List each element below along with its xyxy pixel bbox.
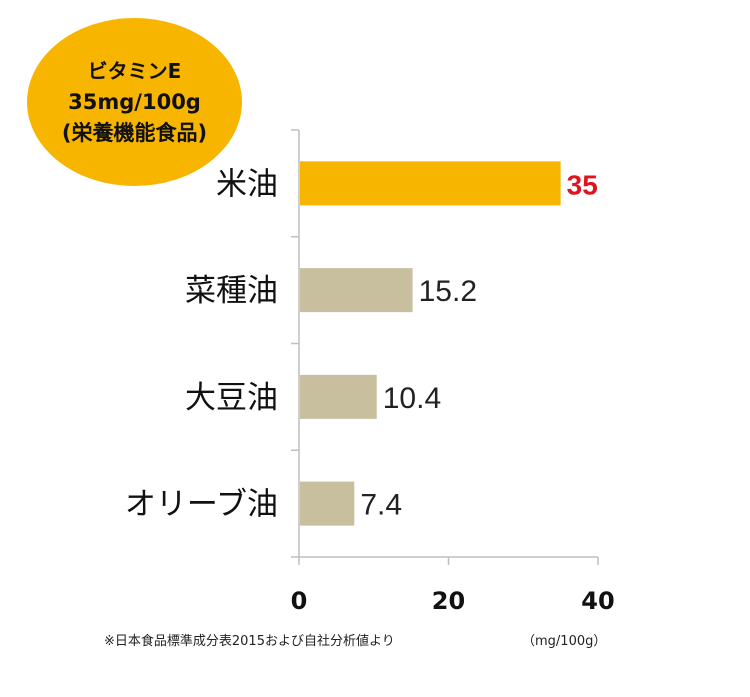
- category-label: 菜種油: [185, 273, 278, 309]
- bar: [300, 161, 561, 206]
- category-label: 米油: [216, 166, 278, 202]
- badge-note: (栄養機能食品): [61, 120, 208, 145]
- unit-label: （mg/100g）: [522, 634, 607, 649]
- data-label: 7.4: [360, 489, 402, 522]
- vitamin-e-badge: ビタミンE 35mg/100g (栄養機能食品): [27, 18, 242, 186]
- x-tick-label: 40: [581, 587, 614, 615]
- bar: [300, 268, 413, 313]
- data-label: 15.2: [419, 275, 477, 308]
- source-footnote: ※日本食品標準成分表2015および自社分析値より: [104, 634, 395, 649]
- x-tick-label: 0: [291, 587, 308, 615]
- badge-amount: 35mg/100g: [68, 89, 201, 114]
- category-label: 大豆油: [185, 380, 278, 416]
- badge-title: ビタミンE: [87, 58, 182, 83]
- category-label: オリーブ油: [125, 487, 278, 523]
- data-label: 35: [567, 169, 598, 200]
- bar: [300, 374, 377, 419]
- data-label: 10.4: [383, 382, 441, 415]
- bar: [300, 481, 355, 526]
- x-tick-label: 20: [432, 587, 465, 615]
